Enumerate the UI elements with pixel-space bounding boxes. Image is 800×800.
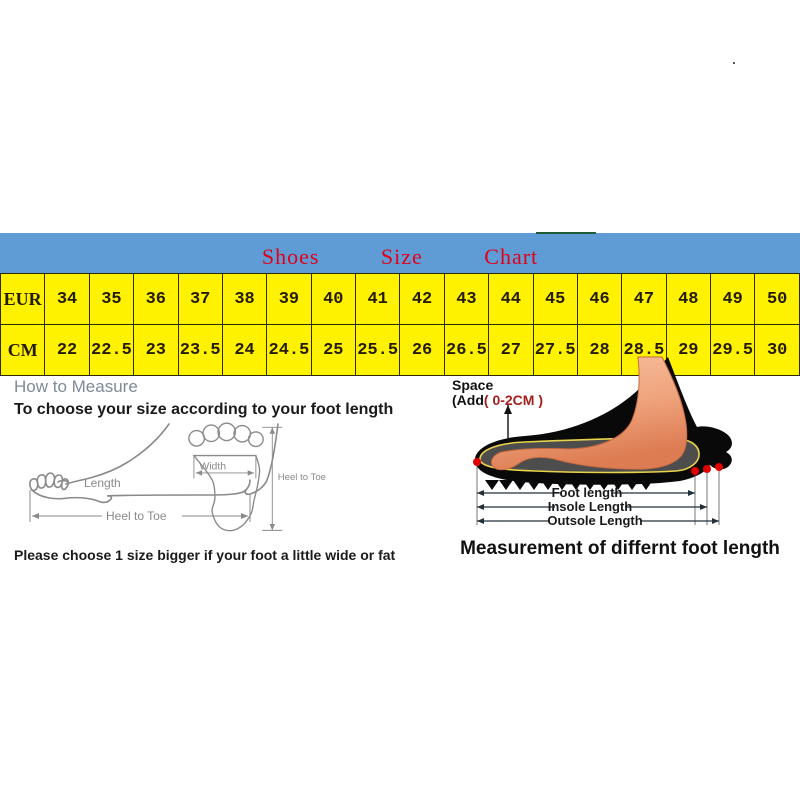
svg-text:Heel to Toe: Heel to Toe <box>278 472 326 483</box>
svg-text:Outsole Length: Outsole Length <box>547 513 642 528</box>
svg-text:Length: Length <box>84 476 121 490</box>
svg-text:Width: Width <box>199 461 226 472</box>
svg-text:Foot length: Foot length <box>552 485 623 500</box>
svg-text:Insole Length: Insole Length <box>548 499 633 514</box>
svg-text:Heel to Toe: Heel to Toe <box>106 509 167 523</box>
